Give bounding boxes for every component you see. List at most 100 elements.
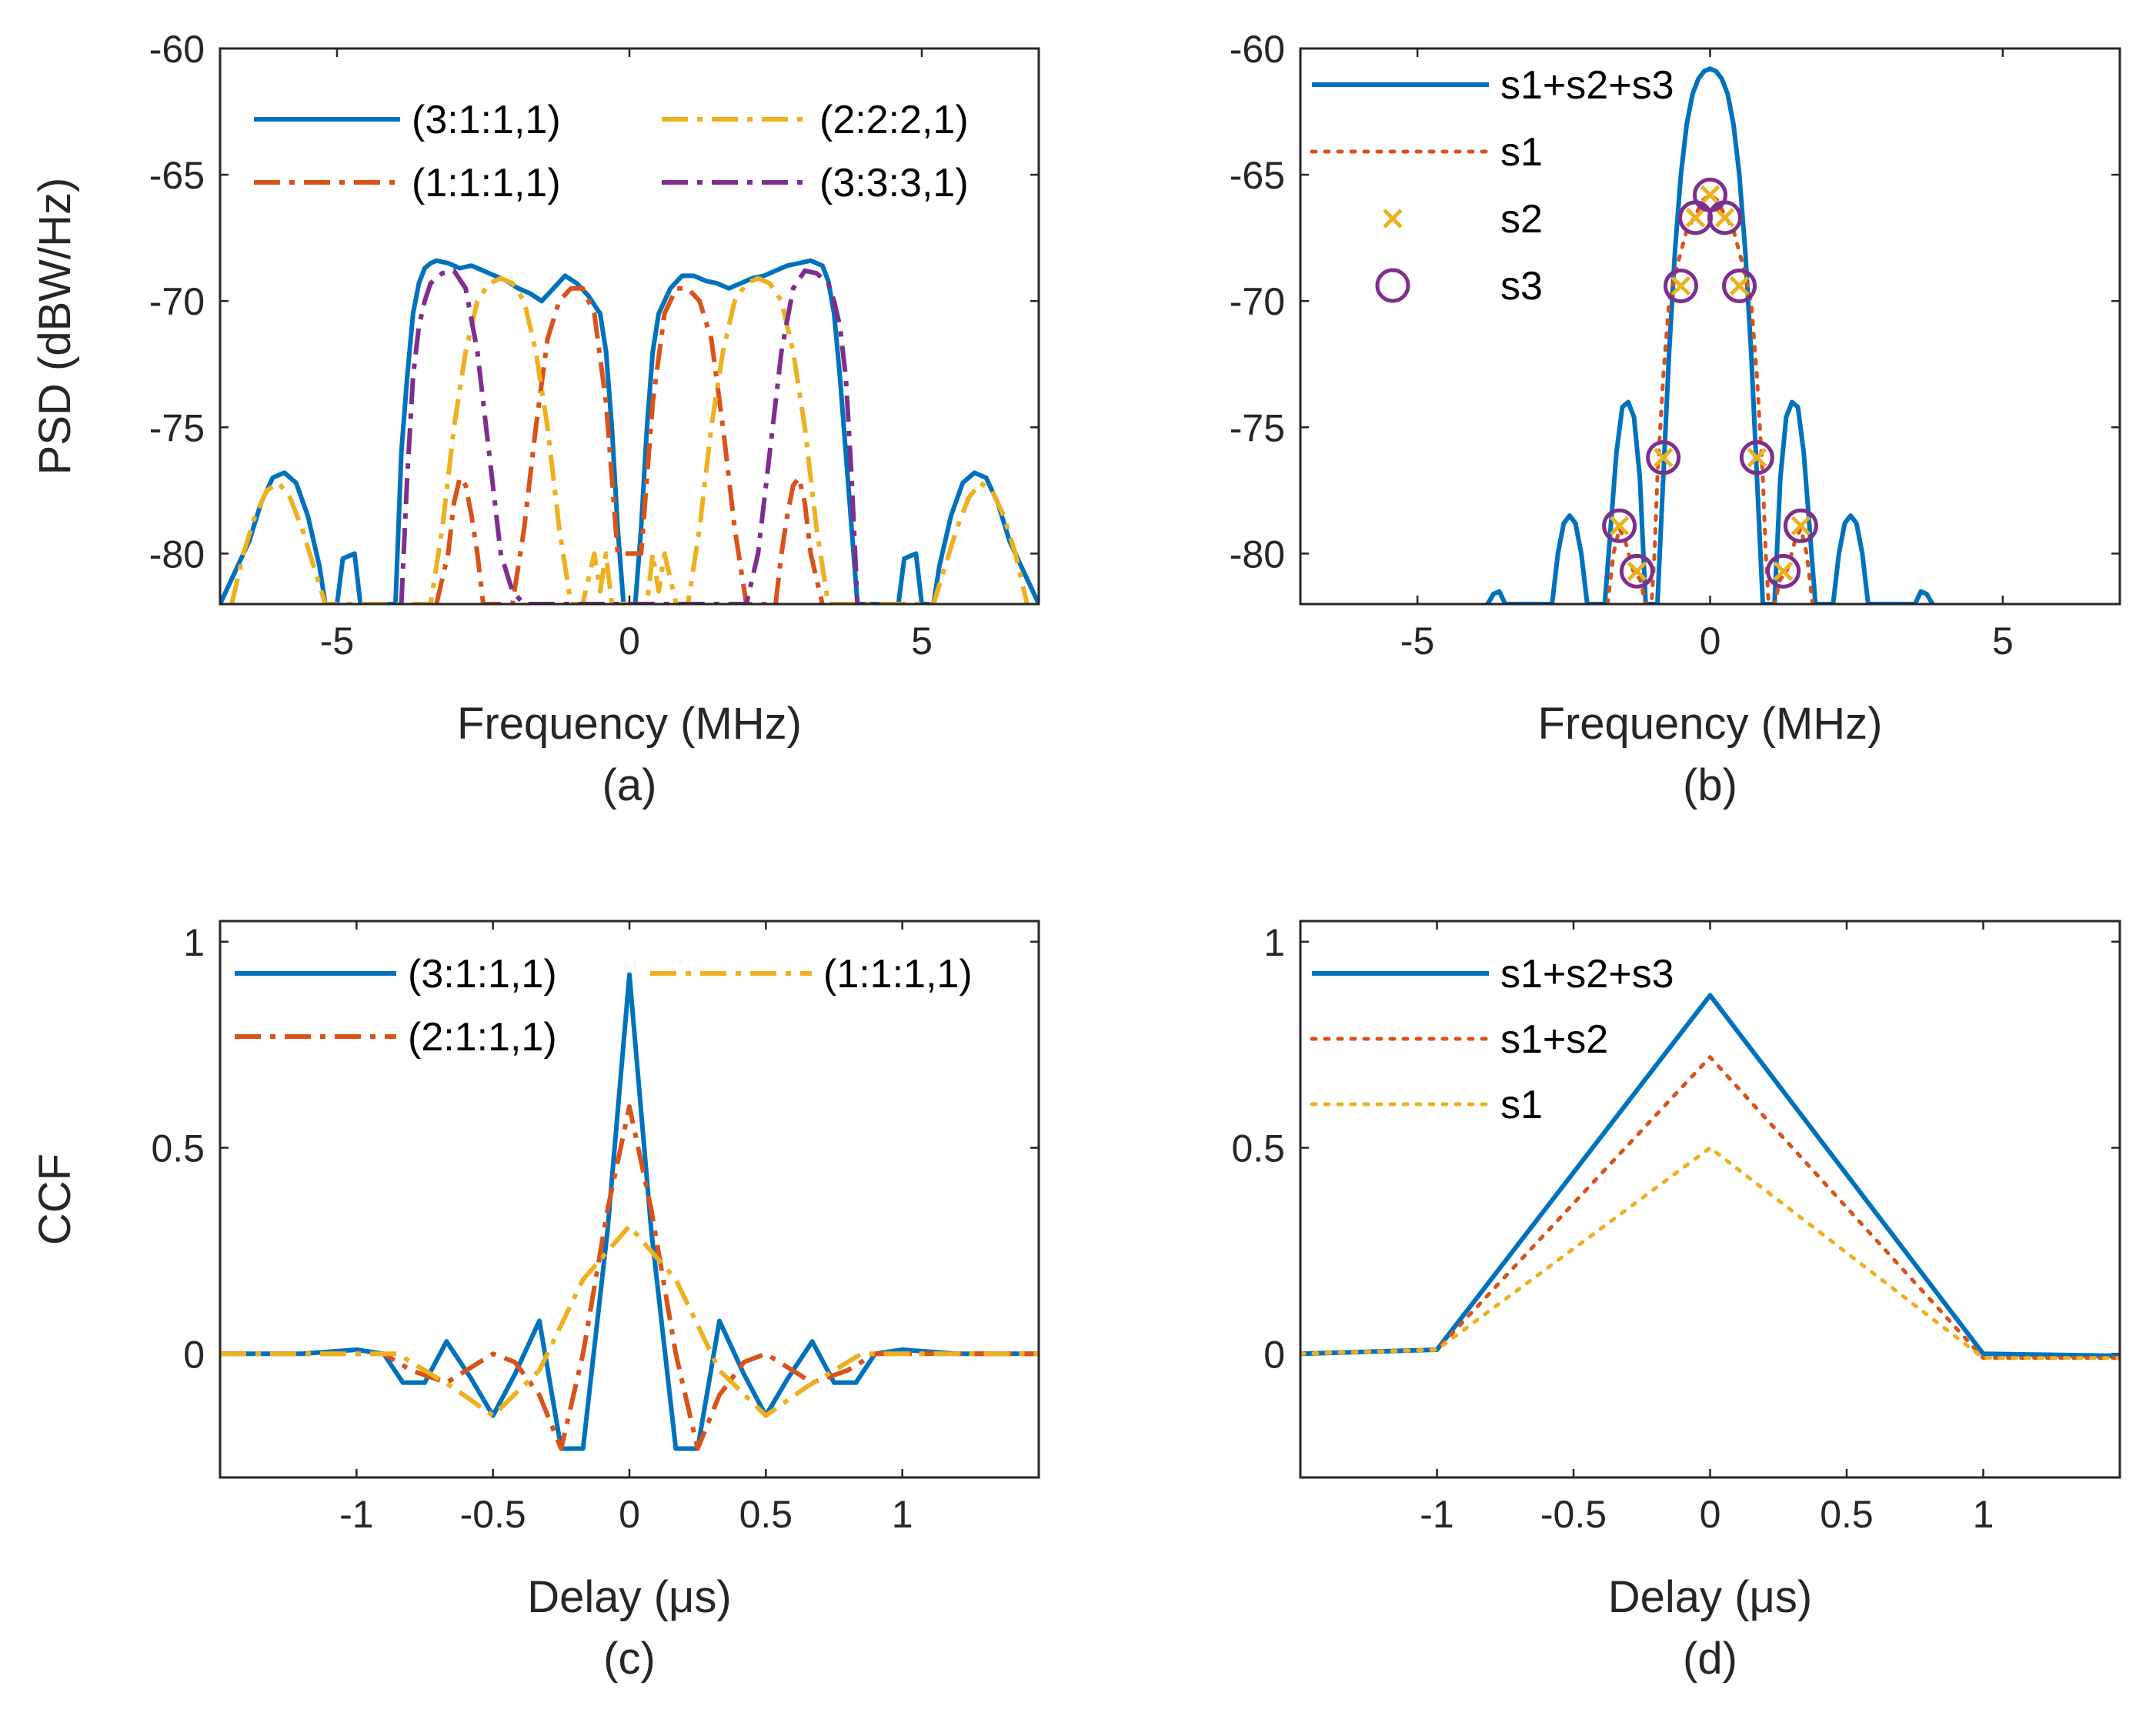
x-tick-label: 0 (1700, 619, 1721, 663)
panel-label: (d) (1683, 1634, 1737, 1684)
series-line (434, 285, 825, 604)
marker-circle (1602, 508, 1637, 543)
marker-x (1729, 275, 1750, 296)
y-tick-label: -65 (1230, 154, 1285, 197)
marker-circle (1783, 508, 1818, 543)
y-tick-label: -65 (149, 154, 205, 197)
series-group (1300, 993, 2120, 1360)
marker-circle (1646, 440, 1681, 476)
panel-label: (c) (603, 1634, 656, 1684)
x-tick-label: 5 (1992, 619, 2014, 663)
axes-frame (1299, 47, 2121, 606)
legend: (3:1:1,1) (2:1:1,1) (1:1:1,1) (235, 952, 973, 1060)
x-tick-label: 1 (892, 1493, 913, 1536)
plot-area (220, 921, 1039, 1477)
marker-x (1714, 208, 1735, 228)
panel-label: (a) (602, 760, 657, 810)
y-tick-label: 0.5 (1231, 1127, 1285, 1170)
marker-x (1773, 561, 1794, 582)
legend-label: (3:1:1,1) (412, 98, 561, 142)
y-tick-label: -60 (1230, 28, 1285, 71)
series-line (1485, 66, 1935, 604)
legend-label: s3 (1500, 264, 1543, 309)
series-line (220, 1224, 1039, 1418)
x-axis-label: Frequency (MHz) (1538, 699, 1883, 749)
legend-label: s2 (1500, 197, 1543, 242)
series-line (229, 275, 1030, 604)
y-axis-label: PSD (dBW/Hz) (30, 178, 80, 476)
legend: s1+s2+s3 s1 s2 s3 (1310, 63, 1674, 309)
legend-label: s1 (1500, 1083, 1543, 1127)
legend-label: s1 (1500, 130, 1543, 175)
legend-label: s1+s2 (1500, 1017, 1608, 1062)
panel-b: -5 0 5 -80 -75 -70 -65 -60 Frequency (MHz) (b) s1+… (1230, 28, 2121, 810)
axes-frame (219, 920, 1040, 1479)
y-tick-label: 0.5 (151, 1127, 205, 1170)
series-group (220, 972, 1039, 1451)
x-tick-label: 5 (911, 619, 933, 663)
legend-swatch (1375, 268, 1410, 303)
legend-label: (3:3:3,1) (819, 161, 969, 205)
legend: (3:1:1,1) (1:1:1,1) (2:2:2,1) (3:3:3,1) (254, 98, 969, 205)
x-tick-label: 0.5 (739, 1493, 793, 1536)
y-tick-label: -70 (149, 280, 205, 323)
marker-x (1747, 447, 1767, 468)
x-axis-label: Delay (μs) (527, 1572, 731, 1622)
y-tick-label: -60 (149, 28, 205, 71)
plot-area (220, 48, 1039, 604)
marker-x (1627, 561, 1647, 582)
x-tick-label: 0 (619, 1493, 640, 1536)
series-group (1485, 66, 1935, 604)
legend-label: s1+s2+s3 (1500, 63, 1674, 108)
x-tick-label: 0.5 (1820, 1493, 1874, 1536)
legend-swatch (1383, 209, 1403, 229)
series-group (220, 258, 1039, 604)
marker-circle (1619, 553, 1654, 589)
x-tick-label: 0 (1700, 1493, 1721, 1536)
series-line (399, 268, 860, 604)
marker-x (1700, 185, 1720, 205)
x-tick-label: -5 (1400, 619, 1434, 663)
marker-x (1653, 447, 1674, 468)
panel-a: -5 0 5 -80 -75 -70 -65 -60 Frequency (MHz) PSD (d… (30, 28, 1040, 810)
x-axis-label: Frequency (MHz) (457, 699, 802, 749)
panel-c: -1 -0.5 0 0.5 1 0 0.5 1 Delay (μs) CCF (c) (3:1:1,1… (30, 920, 1040, 1684)
axes-frame (219, 47, 1040, 606)
plot-area (1300, 48, 2120, 604)
axes-frame (1299, 920, 2121, 1479)
marker-circle (1707, 200, 1743, 235)
y-axis-label: CCF (30, 1153, 80, 1245)
y-tick-label: -80 (149, 532, 205, 576)
y-tick-label: 0 (1263, 1333, 1285, 1376)
legend-label: s1+s2+s3 (1500, 952, 1674, 997)
marker-circle (1663, 268, 1698, 303)
marker-circle (1739, 440, 1774, 476)
marker-x (1609, 516, 1630, 536)
marker-x (1685, 208, 1706, 228)
x-tick-label: -1 (339, 1493, 373, 1536)
legend: s1+s2+s3 s1+s2 s1 (1310, 952, 1674, 1127)
series-line (1300, 1146, 2120, 1360)
y-tick-label: -80 (1230, 532, 1285, 576)
x-tick-label: -1 (1420, 1493, 1453, 1536)
x-tick-label: -0.5 (1540, 1493, 1607, 1536)
marker-x (1791, 516, 1811, 536)
x-tick-label: -0.5 (460, 1493, 526, 1536)
x-tick-label: 1 (1973, 1493, 1994, 1536)
x-tick-label: -5 (320, 619, 354, 663)
x-tick-label: 0 (619, 619, 640, 663)
marker-circle (1766, 553, 1801, 589)
y-tick-label: 1 (1263, 921, 1285, 964)
series-line (220, 972, 1039, 1451)
y-tick-label: 1 (183, 921, 205, 964)
y-tick-label: 0 (183, 1333, 205, 1376)
marker-circle (1722, 268, 1757, 303)
legend-label: (1:1:1,1) (823, 952, 973, 997)
legend-label: (2:2:2,1) (819, 98, 969, 142)
x-axis-label: Delay (μs) (1608, 1572, 1812, 1622)
panel-label: (b) (1683, 760, 1737, 810)
marker-x (1670, 275, 1691, 296)
legend-label: (3:1:1,1) (408, 952, 557, 997)
